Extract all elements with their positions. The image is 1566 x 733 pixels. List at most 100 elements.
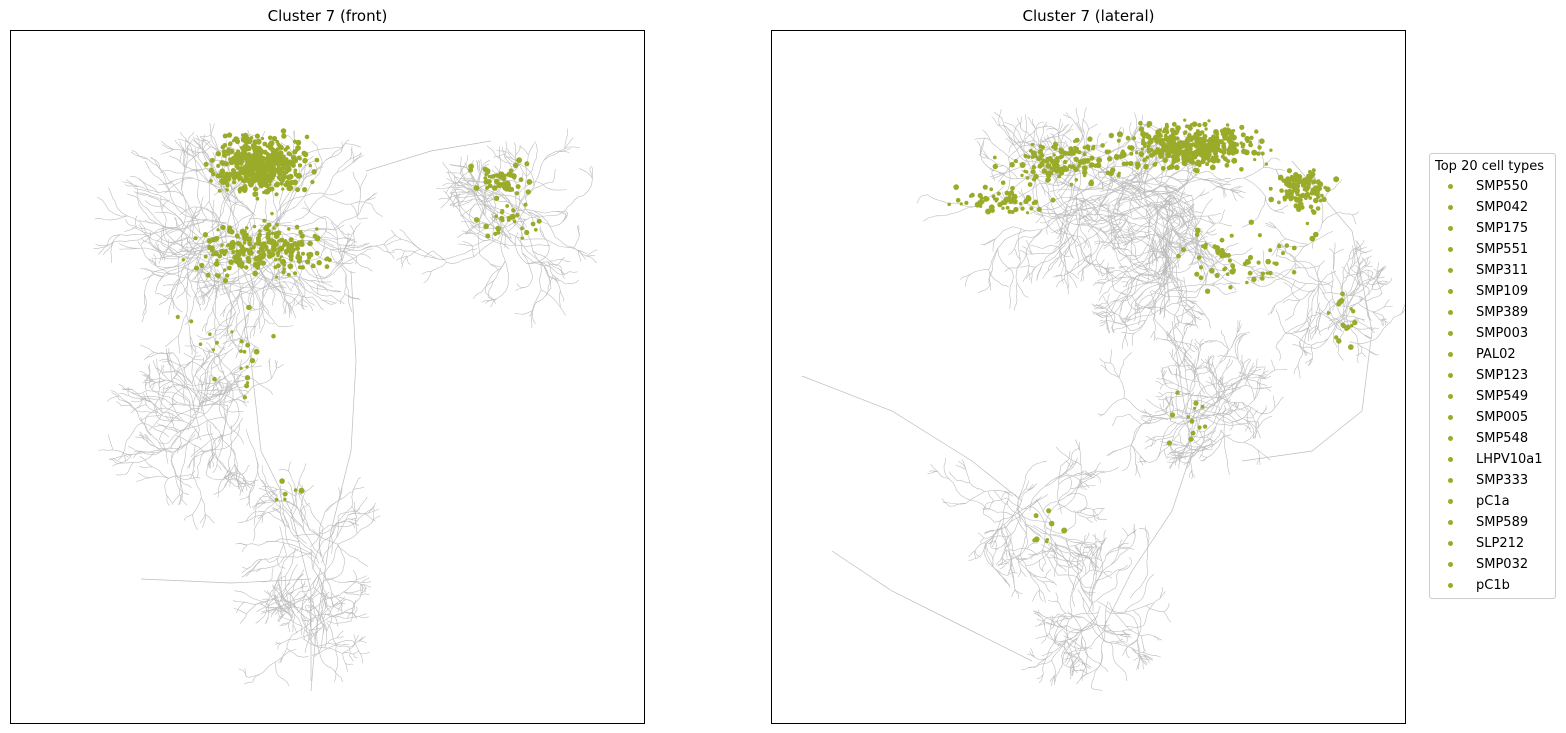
- neuron-branch: [1096, 312, 1103, 318]
- neuron-branch: [1367, 270, 1370, 280]
- neuron-branch: [1007, 157, 1011, 193]
- neuron-branch: [174, 372, 188, 387]
- neuron-branch: [1060, 210, 1078, 227]
- neuron-branch: [158, 373, 161, 389]
- synapse-point: [230, 330, 234, 334]
- neuron-branch: [1006, 526, 1012, 539]
- neuron-branch: [196, 284, 213, 290]
- neuron-branch: [1171, 205, 1182, 217]
- neuron-branch: [299, 585, 309, 589]
- neuron-branch: [317, 284, 329, 293]
- neuron-branch: [289, 594, 294, 614]
- neuron-branch: [1025, 239, 1033, 255]
- neuron-branch: [144, 161, 156, 176]
- neuron-branch: [1147, 243, 1155, 249]
- neuron-branch: [162, 250, 189, 254]
- neuron-branch: [1170, 395, 1174, 407]
- neuron-branch: [259, 302, 265, 320]
- synapse-point: [271, 333, 276, 339]
- neuron-branch: [313, 162, 318, 173]
- synapse-point: [520, 236, 524, 240]
- neuron-branch: [1043, 214, 1058, 220]
- neuron-branch: [280, 507, 304, 528]
- neuron-branch: [245, 593, 263, 603]
- neuron-branch: [1310, 345, 1313, 359]
- neuron-branch: [326, 614, 333, 620]
- neuron-branch: [267, 590, 271, 596]
- neuron-branch: [121, 454, 132, 463]
- synapse-point: [505, 204, 510, 208]
- synapse-point: [276, 163, 281, 167]
- neuron-branch: [1004, 267, 1018, 273]
- neuron-branch: [348, 647, 351, 656]
- synapse-point: [514, 191, 520, 196]
- neuron-branch: [162, 374, 174, 384]
- synapse-point: [252, 139, 258, 145]
- neuron-branch: [196, 134, 202, 149]
- neuron-branch: [1160, 210, 1181, 219]
- neuron-branch: [300, 162, 311, 172]
- neuron-branch: [136, 404, 147, 409]
- neuron-branch: [200, 290, 205, 305]
- neuron-branch: [1167, 206, 1173, 212]
- neuron-branch: [1041, 125, 1059, 131]
- neuron-branch: [1351, 214, 1357, 225]
- neuron-branch: [195, 445, 205, 453]
- neuron-branch: [350, 201, 372, 205]
- neuron-branch: [1048, 542, 1072, 553]
- neuron-branch: [175, 370, 188, 385]
- neuron-branch: [1226, 360, 1234, 370]
- neuron-branch: [1162, 391, 1173, 396]
- neuron-branch: [204, 282, 209, 291]
- neuron-branch: [340, 293, 346, 304]
- neuron-branch: [1119, 238, 1137, 244]
- neuron-branch: [1256, 429, 1262, 439]
- neuron-branch: [181, 241, 194, 252]
- neuron-branch: [361, 577, 370, 583]
- neuron-branch: [1026, 139, 1035, 143]
- synapse-point: [238, 190, 242, 194]
- neuron-branch: [320, 618, 324, 635]
- neuron-branch: [1118, 360, 1125, 378]
- neuron-branch: [1184, 351, 1187, 368]
- neuron-branch: [162, 292, 172, 297]
- neuron-branch: [1231, 382, 1234, 393]
- neuron-branch: [205, 248, 219, 286]
- neuron-branch: [330, 249, 353, 253]
- neuron-branch: [246, 494, 251, 506]
- neuron-branch: [472, 291, 482, 300]
- neuron-branch: [470, 173, 476, 182]
- neuron-branch: [327, 289, 341, 293]
- neuron-branch: [264, 501, 276, 512]
- neuron-branch: [1066, 270, 1070, 289]
- neuron-branch: [98, 449, 114, 451]
- neuron-branch: [1221, 424, 1240, 426]
- neuron-branch: [181, 253, 196, 257]
- neuron-branch: [230, 446, 236, 464]
- neuron-branch: [949, 206, 977, 215]
- neuron-branch: [1099, 282, 1106, 295]
- neuron-branch: [277, 258, 281, 286]
- neuron-branch: [1197, 305, 1209, 319]
- neuron-branch: [1132, 263, 1153, 276]
- neuron-branch: [130, 407, 138, 414]
- neuron-branch: [1245, 371, 1250, 386]
- neuron-branch: [1121, 332, 1135, 335]
- neuron-branch: [1171, 321, 1182, 330]
- neuron-branch: [1099, 320, 1107, 324]
- neuron-branch: [1103, 295, 1108, 304]
- neuron-branch: [1179, 236, 1189, 239]
- neuron-branch: [250, 275, 254, 290]
- neuron-branch: [1062, 134, 1072, 143]
- neuron-branch: [586, 255, 595, 257]
- neuron-branch: [319, 247, 328, 258]
- neuron-branch: [466, 177, 476, 182]
- neuron-branch: [1066, 270, 1080, 279]
- neuron-branch: [1102, 182, 1104, 191]
- neuron-branch: [249, 481, 255, 495]
- neuron-branch: [1219, 222, 1232, 227]
- neuron-branch: [265, 500, 278, 503]
- neuron-branch: [287, 293, 313, 298]
- neuron-branch: [142, 380, 153, 384]
- neuron-branch: [269, 589, 274, 596]
